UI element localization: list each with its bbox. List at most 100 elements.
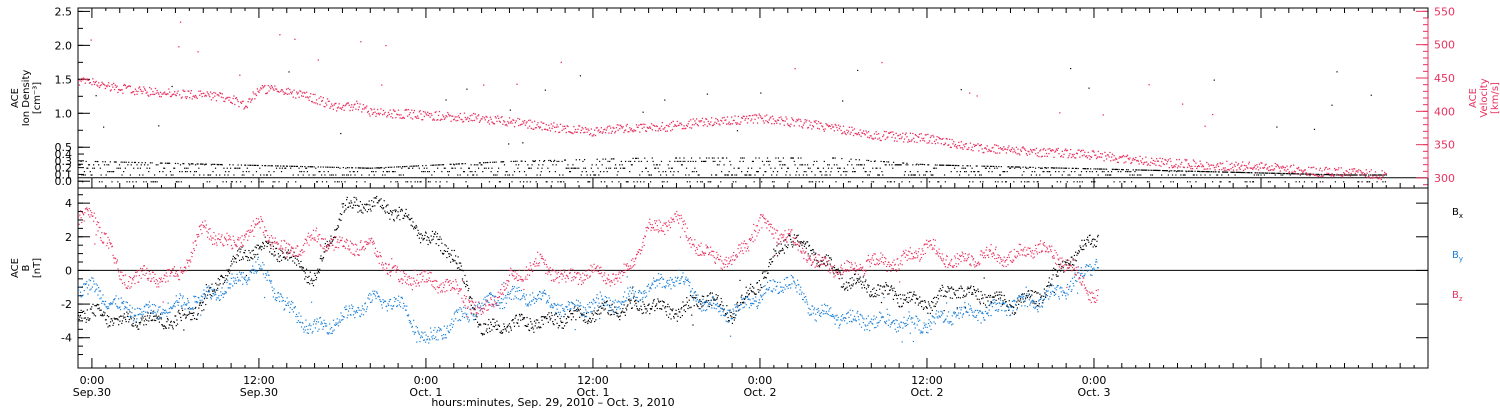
bx-point: [245, 274, 248, 277]
density-point: [1009, 167, 1011, 169]
bx-point: [668, 306, 670, 308]
density-point: [907, 164, 909, 166]
bx-point: [675, 309, 677, 312]
density-point: [442, 164, 445, 166]
velocity-point: [591, 135, 593, 137]
density-point: [153, 174, 156, 176]
bx-point: [302, 267, 305, 269]
bx-point: [769, 258, 771, 261]
velocity-point: [1090, 156, 1092, 158]
bx-point: [528, 329, 531, 332]
density-point: [801, 164, 803, 166]
velocity-point: [678, 124, 680, 126]
density-point: [912, 164, 914, 166]
bx-point: [520, 319, 522, 321]
velocity-point: [104, 87, 107, 90]
velocity-point: [447, 111, 449, 114]
velocity-point: [522, 120, 524, 123]
bx-point: [222, 276, 224, 278]
bx-point: [716, 297, 719, 299]
bx-point: [962, 296, 964, 298]
bx-point: [287, 249, 290, 251]
velocity-point: [1066, 149, 1069, 152]
density-point: [752, 160, 754, 163]
density-point: [250, 181, 253, 183]
bx-point: [943, 310, 945, 312]
density-point: [862, 167, 865, 169]
bx-point: [225, 278, 228, 280]
density-point: [350, 174, 352, 176]
density-point: [879, 167, 881, 169]
density-point: [1245, 171, 1247, 174]
bx-point: [473, 307, 476, 310]
density-point: [113, 171, 115, 173]
bx-point: [904, 294, 906, 296]
velocity-point: [295, 97, 297, 99]
bx-point: [456, 267, 459, 269]
velocity-point: [349, 109, 351, 112]
bx-point: [337, 224, 339, 227]
density-point: [322, 166, 324, 168]
bx-point: [391, 214, 393, 216]
bx-point: [195, 318, 197, 320]
density-point: [948, 164, 950, 166]
velocity-point: [1055, 150, 1057, 152]
velocity-point: [1008, 145, 1010, 147]
velocity-point: [432, 119, 434, 121]
density-point: [819, 171, 821, 173]
density-point: [1031, 171, 1033, 173]
density-point: [255, 171, 258, 173]
bx-point: [425, 232, 427, 234]
velocity-point: [527, 127, 529, 129]
density-point: [113, 161, 116, 163]
density-point: [246, 167, 248, 169]
density-point: [507, 174, 509, 176]
velocity-point: [1222, 162, 1224, 165]
density-point: [1336, 71, 1338, 73]
velocity-point: [1316, 174, 1318, 177]
density-point: [922, 163, 924, 166]
density-point: [832, 157, 835, 159]
velocity-point: [545, 124, 547, 126]
density-point: [103, 126, 105, 128]
bx-point: [162, 325, 164, 327]
velocity-point: [263, 85, 265, 88]
bx-point: [693, 297, 695, 299]
velocity-point: [1163, 163, 1165, 166]
bx-point: [790, 238, 792, 241]
bx-point: [344, 210, 346, 212]
density-point: [495, 161, 497, 163]
bx-point: [131, 324, 133, 326]
density-point: [837, 171, 840, 173]
bx-point: [1000, 291, 1002, 293]
bx-point: [923, 307, 925, 309]
velocity-point: [765, 120, 767, 122]
bx-point: [127, 313, 129, 315]
bx-point: [180, 316, 182, 319]
bx-point: [361, 203, 363, 206]
bx-point: [818, 265, 820, 267]
velocity-point: [736, 123, 738, 125]
density-point: [939, 164, 941, 166]
velocity-point: [107, 84, 109, 86]
bx-point: [827, 264, 829, 266]
bx-point: [704, 301, 707, 304]
velocity-point: [163, 92, 165, 94]
density-point: [1079, 181, 1081, 183]
density-point: [1034, 171, 1036, 173]
velocity-point: [1223, 169, 1225, 171]
density-point: [469, 171, 471, 173]
density-point: [963, 167, 965, 169]
bx-point: [731, 322, 734, 324]
density-point: [984, 165, 986, 167]
density-point: [182, 163, 184, 165]
velocity-point: [1204, 125, 1206, 127]
bx-point: [953, 292, 955, 294]
velocity-point: [1353, 168, 1356, 170]
velocity-point: [986, 145, 988, 147]
velocity-point: [837, 129, 839, 131]
bx-point: [743, 298, 745, 300]
density-point: [1090, 181, 1093, 183]
density-point: [502, 161, 504, 163]
density-point: [421, 171, 423, 173]
